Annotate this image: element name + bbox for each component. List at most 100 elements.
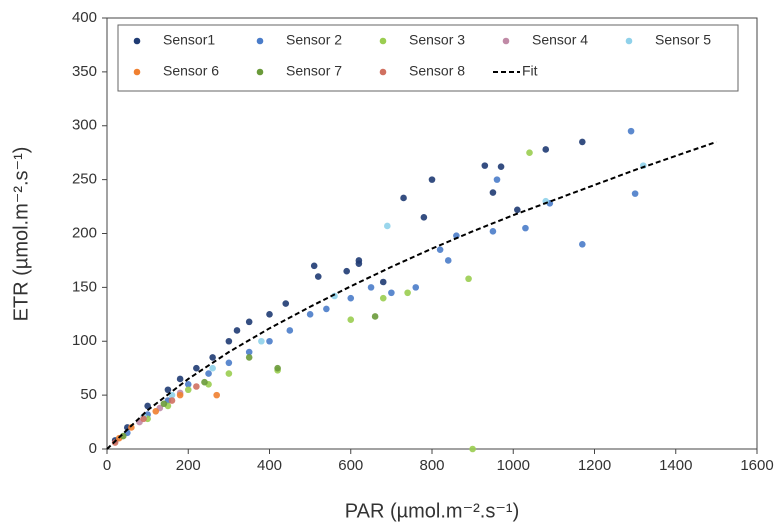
y-axis-title: ETR (µmol.m⁻².s⁻¹)	[10, 147, 32, 322]
data-point	[526, 149, 533, 156]
data-point	[140, 415, 147, 423]
data-point	[193, 383, 200, 390]
data-point	[209, 354, 216, 361]
data-point	[323, 305, 330, 313]
y-tick-label: 400	[72, 9, 97, 26]
legend-marker	[256, 68, 264, 76]
data-point	[209, 364, 216, 372]
data-point	[420, 214, 428, 221]
data-point	[412, 284, 420, 291]
y-tick-label: 50	[80, 386, 97, 403]
data-point	[379, 294, 387, 302]
data-point	[233, 327, 241, 334]
data-point	[465, 275, 472, 283]
data-point	[314, 273, 322, 280]
data-point	[306, 311, 314, 318]
data-point	[404, 289, 411, 297]
data-point	[245, 348, 253, 356]
data-point	[128, 424, 135, 431]
data-point	[514, 206, 521, 214]
legend-label: Fit	[522, 63, 538, 79]
data-point	[428, 176, 436, 183]
data-point	[489, 228, 497, 235]
data-point	[367, 284, 375, 291]
data-point	[481, 162, 489, 169]
data-point	[144, 402, 151, 410]
fit-line	[106, 140, 717, 450]
data-point	[444, 257, 452, 264]
data-point	[493, 176, 501, 183]
x-tick-label: 1600	[740, 457, 773, 474]
y-tick-label: 100	[72, 332, 97, 349]
data-point	[201, 378, 208, 386]
y-tick-label: 150	[72, 278, 97, 295]
data-point	[245, 318, 253, 326]
data-point	[400, 194, 407, 202]
data-point	[176, 375, 184, 383]
data-point	[258, 337, 265, 345]
data-point	[522, 224, 529, 232]
data-point	[266, 311, 273, 318]
data-point	[193, 364, 200, 372]
data-point	[164, 386, 172, 394]
legend-marker	[133, 37, 141, 45]
data-point	[205, 370, 212, 377]
data-point	[347, 294, 355, 302]
legend-marker	[379, 68, 387, 76]
data-point	[497, 163, 505, 170]
data-point	[379, 278, 387, 286]
legend-box	[117, 24, 739, 92]
data-point	[213, 391, 220, 399]
legend-label: Sensor 5	[655, 32, 711, 48]
legend-label: Sensor 4	[532, 32, 588, 48]
data-point	[245, 354, 253, 361]
legend-label: Sensor1	[163, 32, 215, 48]
data-point	[266, 337, 273, 345]
data-point	[631, 190, 639, 197]
legend-marker	[379, 37, 387, 45]
data-point	[627, 127, 635, 135]
x-tick-label: 0	[103, 457, 111, 474]
data-point	[542, 146, 550, 153]
legend-label: Sensor 8	[409, 63, 465, 79]
data-point	[579, 138, 586, 146]
data-point	[225, 370, 233, 377]
data-point	[384, 222, 391, 230]
data-point	[310, 262, 318, 270]
x-tick-label: 1000	[497, 457, 530, 474]
data-point	[225, 359, 233, 367]
x-tick-label: 800	[419, 457, 444, 474]
data-point	[388, 289, 395, 297]
legend-marker	[625, 37, 633, 45]
legend-marker	[256, 37, 264, 45]
legend-label: Sensor 2	[286, 32, 342, 48]
data-point	[274, 364, 281, 372]
data-point	[343, 267, 350, 275]
y-tick-label: 200	[72, 224, 97, 241]
legend-marker	[502, 37, 510, 45]
y-tick-label: 0	[89, 440, 97, 457]
data-point	[184, 386, 192, 394]
data-point	[152, 407, 160, 415]
data-point	[282, 300, 290, 307]
data-point	[579, 240, 586, 248]
y-tick-label: 250	[72, 171, 97, 188]
x-tick-label: 200	[176, 457, 201, 474]
data-point	[160, 400, 168, 408]
data-point	[176, 391, 184, 399]
x-tick-label: 400	[257, 457, 282, 474]
x-tick-label: 600	[338, 457, 363, 474]
data-point	[355, 257, 363, 264]
x-tick-label: 1200	[578, 457, 611, 474]
data-point	[225, 337, 233, 345]
data-point	[286, 327, 294, 334]
data-point	[489, 189, 497, 196]
legend-label: Sensor 7	[286, 63, 342, 79]
y-tick-label: 300	[72, 117, 97, 134]
data-point	[347, 316, 355, 324]
data-point	[469, 445, 476, 453]
x-tick-label: 1400	[659, 457, 692, 474]
data-point	[436, 246, 444, 253]
legend-label: Sensor 3	[409, 32, 465, 48]
